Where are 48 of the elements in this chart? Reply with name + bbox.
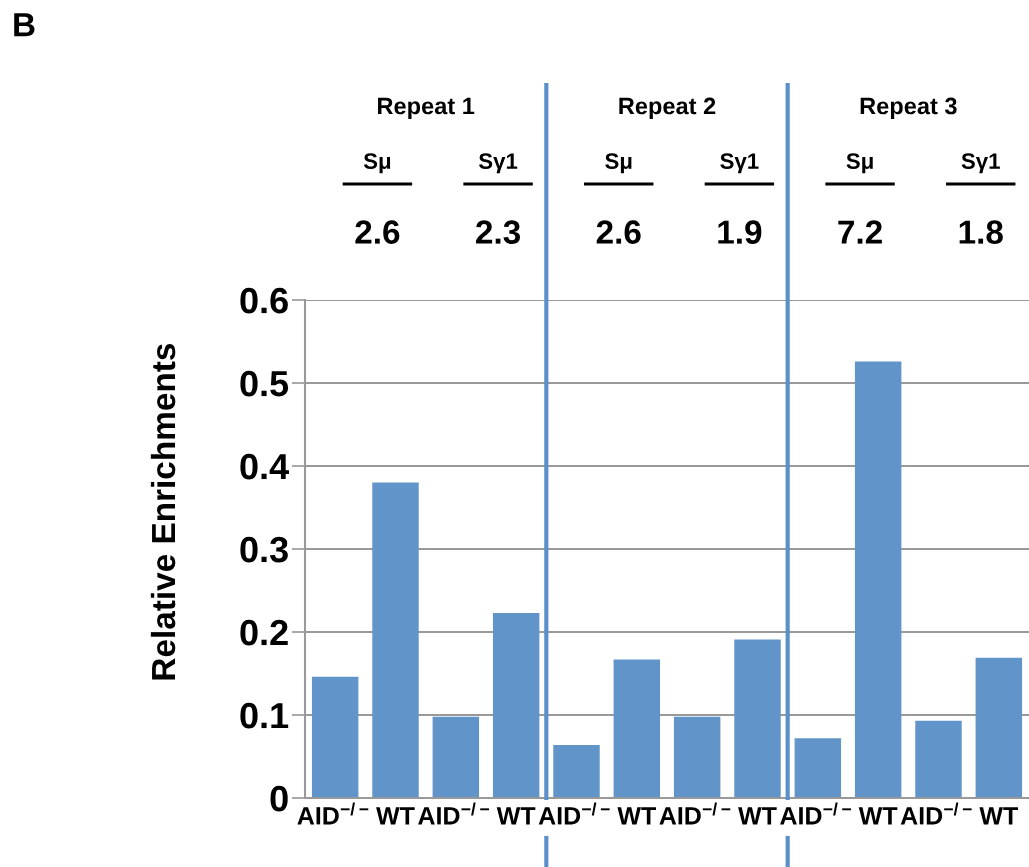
text: Sμ (846, 153, 873, 174)
bar (613, 659, 661, 798)
x-tick-label: AID$^{−/−}$ (659, 802, 731, 825)
text: Repeat 1 (378, 97, 475, 120)
text: Sγ1 (478, 153, 518, 174)
text: Sμ (605, 153, 632, 174)
bar (492, 612, 540, 798)
y-tick-label: 0.4 (240, 453, 289, 480)
bar (432, 716, 480, 798)
text: Sγ1 (961, 153, 1000, 174)
y-tick-label: 0.3 (240, 536, 288, 563)
bar (311, 676, 359, 798)
x-tick-label: AID$^{−/−}$ (418, 802, 489, 825)
bar (673, 716, 721, 798)
text: Sμ (363, 153, 391, 174)
bar (915, 720, 962, 798)
x-tick-label: WT (496, 807, 536, 825)
y-tick-label: 0.6 (240, 287, 288, 314)
x-tick-label: AID$^{−/−}$ (297, 802, 369, 825)
text: 2.6 (596, 220, 641, 244)
y-axis-title: Relative Enrichments (150, 344, 176, 680)
x-tick-label: AID$^{−/−}$ (780, 802, 851, 825)
text: 2.3 (476, 220, 521, 244)
text: 1.9 (718, 220, 762, 244)
text: 1.8 (959, 220, 1003, 244)
x-tick-label: WT (858, 807, 898, 825)
bar (734, 639, 781, 798)
y-tick-label: 0.1 (240, 702, 289, 729)
y-tick-label: 0 (270, 785, 288, 812)
x-tick-label: WT (617, 807, 656, 825)
text: B (14, 13, 35, 37)
text: 2.6 (355, 220, 400, 244)
x-tick-label: AID$^{−/−}$ (538, 802, 610, 825)
bar (975, 657, 1023, 798)
y-tick-label: 0.2 (240, 619, 288, 646)
text: Repeat 2 (619, 97, 716, 120)
bar (553, 744, 600, 798)
bar (794, 738, 842, 798)
bar (854, 361, 902, 798)
y-tick-label: 0.5 (240, 370, 289, 397)
x-tick-label: AID$^{−/−}$ (900, 802, 972, 825)
x-tick-label: WT (376, 807, 415, 825)
text: Sγ1 (720, 153, 759, 174)
text: Repeat 3 (860, 97, 957, 120)
text: 7.2 (838, 220, 882, 244)
x-tick-label: WT (738, 807, 777, 825)
x-tick-label: WT (979, 807, 1018, 825)
bar (372, 482, 419, 798)
